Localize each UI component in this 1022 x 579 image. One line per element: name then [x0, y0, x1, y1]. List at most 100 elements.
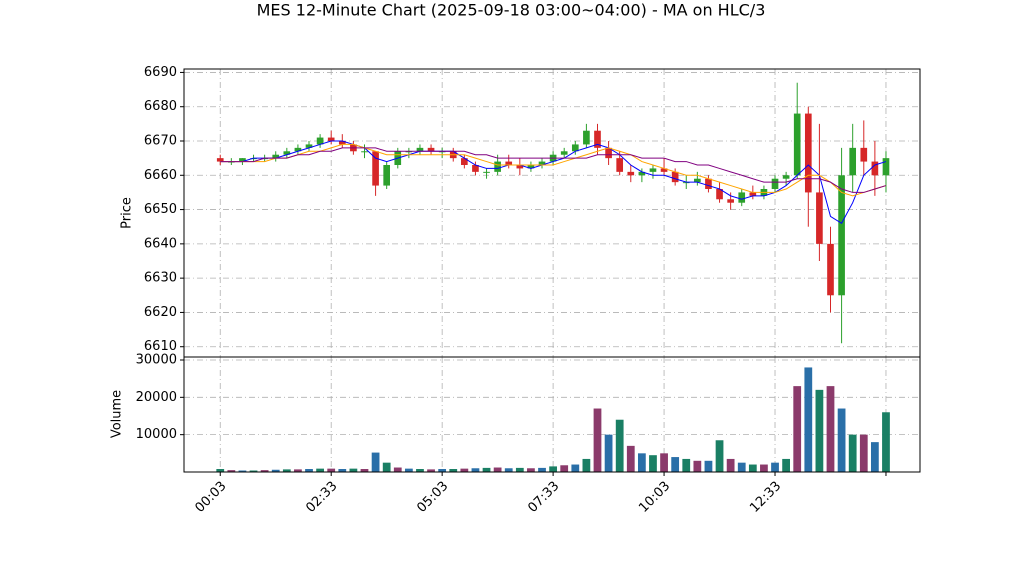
volume-bar: [282, 469, 291, 472]
candle-body: [638, 171, 646, 176]
chart-title: MES 12-Minute Chart (2025-09-18 03:00~04…: [257, 1, 766, 20]
candle-body: [560, 151, 568, 155]
volume-bar: [726, 458, 735, 472]
candle-body: [738, 192, 746, 203]
volume-bar: [748, 464, 757, 472]
candle-body: [472, 165, 479, 172]
candle-body: [882, 158, 890, 176]
plot-frame: [183, 356, 921, 473]
volume-bar: [793, 386, 802, 472]
volume-bar: [560, 465, 569, 472]
candle-body: [860, 147, 868, 162]
volume-bar: [249, 470, 258, 472]
candle-body: [849, 147, 857, 176]
candle-body: [594, 130, 601, 148]
volume-bar: [305, 469, 313, 472]
volume-bar: [649, 455, 657, 472]
candle-body: [660, 168, 668, 172]
volume-bar: [626, 445, 635, 472]
volume-bar: [615, 419, 624, 472]
candle-body: [383, 165, 391, 186]
volume-bar: [382, 462, 391, 472]
candle-body: [571, 144, 579, 152]
y-tick-label: 10000: [136, 427, 177, 442]
volume-bar: [294, 469, 302, 472]
candle-body: [372, 151, 379, 186]
candle-body: [461, 158, 468, 165]
candle-body: [505, 161, 513, 165]
volume-bar: [593, 408, 602, 472]
candle-body: [716, 189, 723, 200]
volume-bar: [527, 468, 535, 472]
volume-bar: [360, 469, 369, 472]
candle-body: [305, 144, 313, 148]
candle-body: [616, 158, 624, 172]
candle-body: [793, 113, 801, 176]
candle-body: [327, 137, 335, 141]
y-tick-label: 6670: [144, 134, 177, 149]
volume-bar: [316, 468, 324, 472]
y-tick-label: 6650: [144, 202, 177, 217]
volume-bar: [737, 462, 746, 472]
volume-bar: [404, 468, 413, 472]
volume-bar: [493, 467, 502, 472]
volume-bar: [848, 434, 857, 472]
volume-bar: [471, 468, 480, 472]
candle-body: [283, 151, 291, 155]
volume-bar: [271, 469, 280, 472]
volume-bar: [449, 469, 458, 472]
volume-bar: [870, 442, 879, 472]
volume-bar: [338, 469, 347, 472]
candle-body: [804, 113, 812, 193]
candle-body: [816, 192, 823, 244]
candle-body: [294, 147, 302, 152]
volume-bar: [504, 468, 513, 472]
volume-bar: [515, 467, 524, 472]
volume-bar: [571, 464, 580, 472]
volume-bar: [604, 434, 613, 472]
y-tick-label: 20000: [136, 390, 177, 405]
volume-bar: [393, 467, 402, 472]
candle-body: [416, 147, 424, 152]
volume-bar: [427, 469, 435, 472]
volume-bar: [760, 464, 768, 472]
y-axis-label: Volume: [110, 390, 125, 438]
candle-body: [649, 168, 657, 172]
volume-bar: [460, 468, 469, 472]
y-tick-label: 6630: [144, 271, 177, 286]
volume-bar: [260, 470, 269, 472]
candle-body: [516, 165, 524, 169]
volume-bar: [482, 467, 491, 472]
y-tick-label: 6610: [144, 339, 177, 354]
volume-bar: [371, 452, 380, 472]
y-tick-label: 6640: [144, 236, 177, 251]
candle-body: [705, 178, 712, 189]
volume-bar: [815, 389, 824, 472]
y-tick-label: 6690: [144, 65, 177, 80]
volume-bar: [238, 470, 247, 472]
volume-bar: [771, 462, 779, 472]
volume-bar: [693, 460, 702, 472]
candle-body: [727, 199, 734, 203]
volume-bar: [715, 440, 724, 472]
candle-body: [694, 178, 701, 183]
candle-body: [483, 171, 490, 173]
candle-body: [782, 175, 790, 179]
moving-average-line: [220, 147, 887, 193]
volume-bar: [637, 453, 646, 472]
candle-body: [538, 161, 546, 165]
candle-body: [671, 171, 679, 183]
volume-bar: [349, 468, 358, 472]
volume-bar: [549, 466, 557, 472]
volume-bar: [660, 453, 668, 472]
volume-bar: [859, 434, 868, 472]
candle-body: [316, 137, 324, 145]
volume-bar: [782, 458, 790, 472]
volume-bar: [671, 457, 680, 472]
candle-body: [527, 165, 535, 169]
y-tick-label: 6660: [144, 168, 177, 183]
volume-bar: [582, 458, 591, 472]
volume-bar: [227, 470, 236, 472]
candle-body: [605, 147, 612, 159]
